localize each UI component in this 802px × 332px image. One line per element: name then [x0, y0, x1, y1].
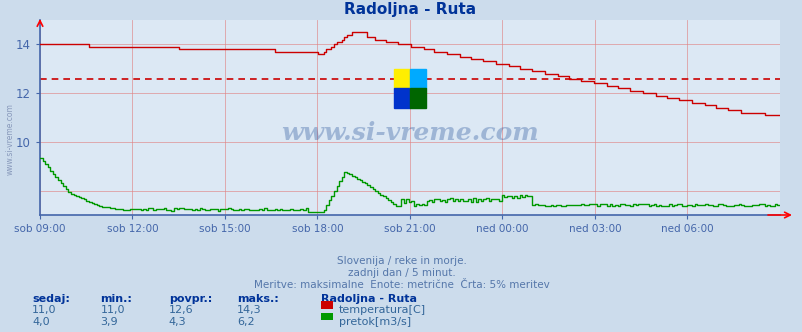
Text: 14,3: 14,3: [237, 305, 261, 315]
Text: 4,0: 4,0: [32, 317, 50, 327]
Text: Meritve: maksimalne  Enote: metrične  Črta: 5% meritev: Meritve: maksimalne Enote: metrične Črta…: [253, 280, 549, 290]
Title: Radoljna - Ruta: Radoljna - Ruta: [343, 2, 476, 18]
Text: min.:: min.:: [100, 294, 132, 304]
Bar: [393, 69, 410, 88]
Text: zadnji dan / 5 minut.: zadnji dan / 5 minut.: [347, 268, 455, 278]
Text: 6,2: 6,2: [237, 317, 254, 327]
Bar: [393, 88, 410, 108]
Text: 11,0: 11,0: [100, 305, 125, 315]
Text: pretok[m3/s]: pretok[m3/s]: [338, 317, 411, 327]
Text: www.si-vreme.com: www.si-vreme.com: [281, 121, 538, 145]
Text: Radoljna - Ruta: Radoljna - Ruta: [321, 294, 417, 304]
Text: temperatura[C]: temperatura[C]: [338, 305, 425, 315]
Text: 3,9: 3,9: [100, 317, 118, 327]
Text: 11,0: 11,0: [32, 305, 57, 315]
Text: povpr.:: povpr.:: [168, 294, 212, 304]
Text: 4,3: 4,3: [168, 317, 186, 327]
Bar: [410, 88, 426, 108]
Text: maks.:: maks.:: [237, 294, 278, 304]
Text: Slovenija / reke in morje.: Slovenija / reke in morje.: [336, 256, 466, 266]
Bar: [410, 69, 426, 88]
Text: sedaj:: sedaj:: [32, 294, 70, 304]
Text: www.si-vreme.com: www.si-vreme.com: [6, 104, 15, 175]
Text: 12,6: 12,6: [168, 305, 193, 315]
